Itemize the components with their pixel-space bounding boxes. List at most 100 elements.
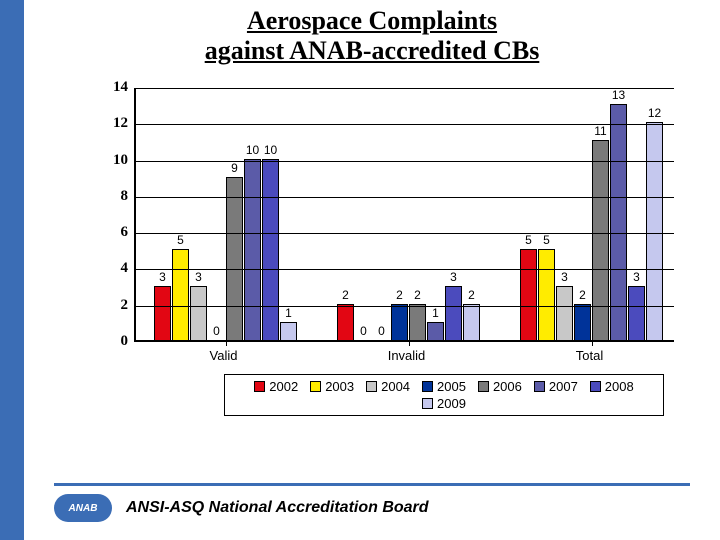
bar (427, 322, 444, 340)
legend-label: 2006 (493, 379, 522, 394)
bar-value-label: 2 (461, 288, 482, 302)
footer-row: ANAB ANSI-ASQ National Accreditation Boa… (24, 494, 720, 540)
x-tick (226, 340, 227, 346)
legend-item: 2005 (422, 379, 466, 394)
bar (556, 286, 573, 340)
legend-label: 2005 (437, 379, 466, 394)
legend-swatch (366, 381, 377, 392)
legend-label: 2008 (605, 379, 634, 394)
bar (172, 249, 189, 340)
bar (262, 159, 279, 340)
legend-item: 2007 (534, 379, 578, 394)
bar (154, 286, 171, 340)
bar-value-label: 9 (224, 161, 245, 175)
bar (391, 304, 408, 340)
bar (244, 159, 261, 340)
bar-value-label: 1 (278, 306, 299, 320)
bar (610, 104, 627, 340)
y-tick-label: 6 (84, 224, 128, 241)
bar (574, 304, 591, 340)
x-tick (592, 340, 593, 346)
legend-swatch (590, 381, 601, 392)
bar-value-label: 0 (371, 324, 392, 338)
legend-item: 2006 (478, 379, 522, 394)
bar-value-label: 0 (206, 324, 227, 338)
bar-value-label: 12 (644, 106, 665, 120)
bar-value-label: 1 (425, 306, 446, 320)
bar-value-label: 3 (626, 270, 647, 284)
footer: ANAB ANSI-ASQ National Accreditation Boa… (24, 483, 720, 540)
legend-item: 2003 (310, 379, 354, 394)
bar-value-label: 5 (536, 233, 557, 247)
bar (520, 249, 537, 340)
title-line-1: Aerospace Complaints (24, 6, 720, 36)
bar (226, 177, 243, 340)
bar (337, 304, 354, 340)
y-tick-label: 2 (84, 297, 128, 314)
bar-value-label: 3 (188, 270, 209, 284)
bar (592, 140, 609, 340)
gridline (134, 124, 674, 125)
bar-value-label: 3 (554, 270, 575, 284)
x-axis-categories: Valid Invalid Total (134, 348, 674, 368)
gridline (134, 269, 674, 270)
bar (463, 304, 480, 340)
bar-value-label: 2 (572, 288, 593, 302)
gridline (134, 233, 674, 234)
legend-item: 2004 (366, 379, 410, 394)
bar-value-label: 2 (407, 288, 428, 302)
legend-item: 2002 (254, 379, 298, 394)
legend-label: 2004 (381, 379, 410, 394)
bar-value-label: 10 (260, 143, 281, 157)
anab-logo: ANAB (54, 494, 112, 522)
legend-label: 2002 (269, 379, 298, 394)
bar (445, 286, 462, 340)
legend-label: 2009 (437, 396, 466, 411)
bar (646, 122, 663, 340)
footer-text: ANSI-ASQ National Accreditation Board (126, 499, 429, 517)
slide-content: Aerospace Complaints against ANAB-accred… (24, 0, 720, 540)
bar-value-label: 11 (590, 124, 611, 138)
bar-chart: 35309101012002213255321113312 ValidInval… (84, 80, 684, 400)
legend-swatch (478, 381, 489, 392)
bar-value-label: 2 (335, 288, 356, 302)
y-tick-label: 14 (84, 79, 128, 96)
bar (409, 304, 426, 340)
x-tick (409, 340, 410, 346)
bar (628, 286, 645, 340)
legend-swatch (422, 398, 433, 409)
bar-value-label: 5 (170, 233, 191, 247)
bar (280, 322, 297, 340)
left-accent-stripe (0, 0, 24, 540)
x-category-label: Invalid (335, 348, 478, 363)
footer-rule (54, 483, 690, 486)
y-tick-label: 4 (84, 260, 128, 277)
legend-swatch (422, 381, 433, 392)
gridline (134, 306, 674, 307)
bar-value-label: 3 (152, 270, 173, 284)
legend-label: 2003 (325, 379, 354, 394)
legend-label: 2007 (549, 379, 578, 394)
bar (190, 286, 207, 340)
y-tick-label: 0 (84, 333, 128, 350)
legend-swatch (254, 381, 265, 392)
plot-area: 35309101012002213255321113312 (134, 88, 674, 342)
page-title: Aerospace Complaints against ANAB-accred… (24, 6, 720, 66)
bar-value-label: 3 (443, 270, 464, 284)
x-category-label: Total (518, 348, 661, 363)
x-category-label: Valid (152, 348, 295, 363)
gridline (134, 197, 674, 198)
legend-item: 2008 (590, 379, 634, 394)
y-tick-label: 8 (84, 188, 128, 205)
legend: 2002 2003 2004 2005 2006 2007 2008 2009 (224, 374, 664, 416)
gridline (134, 88, 674, 89)
legend-swatch (534, 381, 545, 392)
gridline (134, 161, 674, 162)
legend-item: 2009 (422, 396, 466, 411)
title-line-2: against ANAB-accredited CBs (24, 36, 720, 66)
y-tick-label: 12 (84, 115, 128, 132)
bar (538, 249, 555, 340)
legend-swatch (310, 381, 321, 392)
y-tick-label: 10 (84, 152, 128, 169)
bar-value-label: 13 (608, 88, 629, 102)
